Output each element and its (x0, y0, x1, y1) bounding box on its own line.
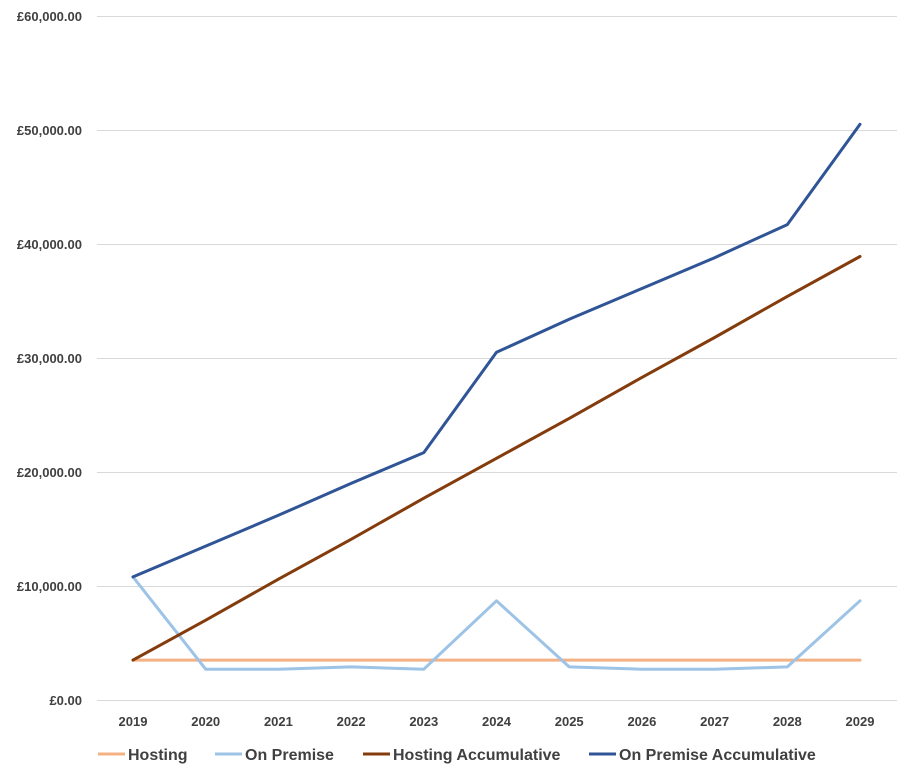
gridlines (97, 16, 897, 701)
y-tick-label: £40,000.00 (17, 237, 82, 252)
x-tick-label: 2029 (846, 714, 875, 729)
y-axis-ticks: £0.00 £10,000.00 £20,000.00 £30,000.00 £40,0… (17, 9, 82, 708)
x-tick-label: 2024 (482, 714, 512, 729)
series-lines (131, 122, 862, 671)
y-tick-label: £10,000.00 (17, 579, 82, 594)
x-tick-label: 2021 (264, 714, 293, 729)
x-tick-label: 2020 (191, 714, 220, 729)
x-tick-label: 2026 (627, 714, 656, 729)
x-tick-label: 2025 (555, 714, 584, 729)
legend-label: Hosting Accumulative (393, 747, 561, 764)
series-line-on-premise (131, 575, 862, 671)
x-tick-label: 2027 (700, 714, 729, 729)
series-line-on-premise-accumulative (131, 122, 862, 579)
x-tick-label: 2023 (409, 714, 438, 729)
y-tick-label: £50,000.00 (17, 123, 82, 138)
y-tick-label: £0.00 (49, 693, 82, 708)
legend: Hosting On Premise Hosting Accumulative On … (98, 747, 816, 764)
x-axis-ticks: 2019 2020 2021 2022 2023 2024 2025 2026 2027 2028… (119, 714, 875, 729)
y-tick-label: £60,000.00 (17, 9, 82, 24)
x-tick-label: 2028 (773, 714, 802, 729)
x-tick-label: 2019 (119, 714, 148, 729)
legend-label: On Premise Accumulative (619, 747, 816, 764)
y-tick-label: £30,000.00 (17, 351, 82, 366)
legend-label: On Premise (245, 747, 334, 764)
x-tick-label: 2022 (337, 714, 366, 729)
y-tick-label: £20,000.00 (17, 465, 82, 480)
series-line-hosting-accumulative (131, 255, 862, 662)
legend-label: Hosting (128, 747, 188, 764)
